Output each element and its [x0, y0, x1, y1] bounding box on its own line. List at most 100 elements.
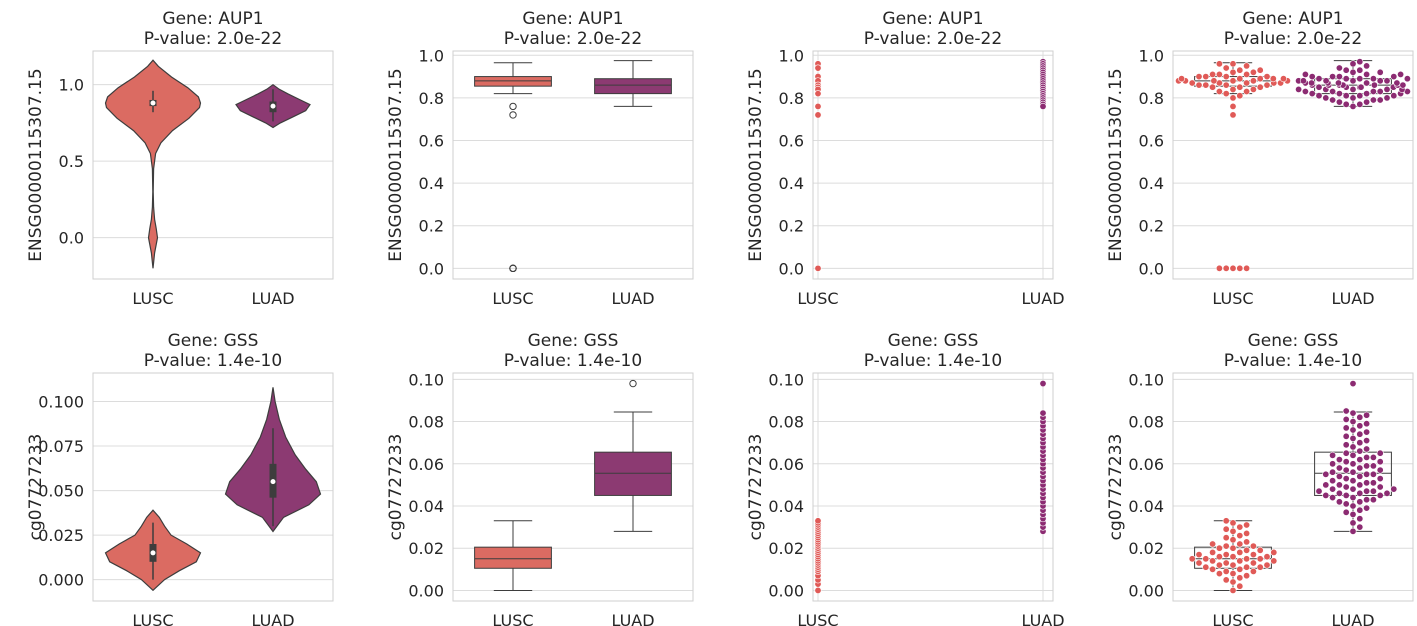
swarm-point	[1336, 473, 1342, 479]
swarm-point	[1178, 76, 1184, 82]
violin-median	[151, 550, 156, 555]
swarm-point	[1230, 579, 1236, 585]
swarm-point	[1336, 99, 1342, 105]
swarm-point	[1316, 76, 1322, 82]
y-axis-label: ENSG00000115307.15	[26, 68, 46, 261]
swarm-point	[1357, 507, 1363, 513]
swarm-point	[1223, 543, 1229, 549]
swarm-point	[1350, 503, 1356, 509]
swarm-point	[1270, 76, 1276, 82]
swarm-point	[1350, 418, 1356, 424]
swarm-point	[1250, 560, 1256, 566]
swarm-point	[1237, 524, 1243, 530]
swarm-point	[1223, 535, 1229, 541]
swarm-point	[1357, 101, 1363, 107]
swarm-point	[1216, 570, 1222, 576]
y-tick-label: 0.08	[768, 413, 804, 432]
swarm-point	[1257, 547, 1263, 553]
swarm-point	[1211, 78, 1217, 84]
swarm-point	[1336, 490, 1342, 496]
swarm-point	[1391, 486, 1397, 492]
x-tick-label: LUAD	[1331, 611, 1374, 626]
x-tick-label: LUAD	[611, 611, 654, 626]
swarm-point	[1391, 93, 1397, 99]
y-axis-label: ENSG00000115307.15	[746, 68, 766, 261]
y-tick-label: 0.4	[419, 174, 444, 193]
swarm-point	[1316, 84, 1322, 90]
swarm-point	[1336, 499, 1342, 505]
swarm-point	[1237, 558, 1243, 564]
swarm-point	[1257, 76, 1263, 82]
swarm-point	[1209, 84, 1215, 90]
swarm-point	[1230, 562, 1236, 568]
swarm-point	[1363, 488, 1369, 494]
y-tick-label: 0.0	[419, 259, 444, 278]
swarm-point	[1384, 95, 1390, 101]
x-tick-label: LUSC	[1212, 611, 1253, 626]
swarm-point	[1237, 575, 1243, 581]
subplot-title-gene: Gene: AUP1	[522, 9, 623, 29]
swarm-point	[1394, 80, 1400, 86]
y-tick-label: 0.8	[419, 89, 444, 108]
swarm-point	[1243, 573, 1249, 579]
swarm-point	[1203, 564, 1209, 570]
swarm-point	[1350, 86, 1356, 92]
swarm-point	[1243, 71, 1249, 77]
strip-point	[815, 265, 821, 271]
y-tick-label: 0.08	[408, 413, 444, 432]
subplot-title-pvalue: P-value: 1.4e-10	[504, 351, 642, 371]
swarm-point	[1250, 86, 1256, 92]
y-tick-label: 0.04	[408, 497, 444, 516]
swarm-point	[1329, 88, 1335, 94]
y-tick-label: 0.6	[1139, 131, 1164, 150]
swarm-point	[1223, 560, 1229, 566]
swarm-point	[1230, 587, 1236, 593]
y-tick-label: 0.06	[1128, 455, 1164, 474]
swarm-point	[1316, 93, 1322, 99]
swarm-point	[1357, 76, 1363, 82]
swarm-point	[1329, 478, 1335, 484]
swarm-point	[1357, 440, 1363, 446]
swarm-point	[1343, 76, 1349, 82]
subplot-title-pvalue: P-value: 2.0e-22	[1224, 29, 1362, 49]
swarm-point	[1237, 84, 1243, 90]
y-axis-label: cg07727233	[26, 434, 46, 541]
swarm-point	[1343, 433, 1349, 439]
swarm-point	[1404, 76, 1410, 82]
swarm-point	[1370, 488, 1376, 494]
swarm-point	[1223, 551, 1229, 557]
subplot-title-gene: Gene: AUP1	[162, 9, 263, 29]
swarm-point	[1243, 265, 1249, 271]
swarm-point	[1329, 494, 1335, 500]
y-tick-label: 0.8	[779, 89, 804, 108]
y-tick-label: 1.0	[779, 46, 804, 65]
violin-median	[151, 101, 156, 106]
swarm-point	[1357, 448, 1363, 454]
strip-point	[815, 518, 821, 524]
swarm-point	[1264, 562, 1270, 568]
swarm-point	[1363, 497, 1369, 503]
swarm-point	[1223, 65, 1229, 71]
x-tick-label: LUAD	[1021, 611, 1064, 626]
swarm-point	[1350, 95, 1356, 101]
swarm-point	[1209, 558, 1215, 564]
swarm-point	[1264, 82, 1270, 88]
swarm-point	[1329, 469, 1335, 475]
swarm-point	[1377, 97, 1383, 103]
swarm-point	[1370, 88, 1376, 94]
swarm-point	[1363, 429, 1369, 435]
swarm-point	[1243, 539, 1249, 545]
swarm-point	[1323, 482, 1329, 488]
y-tick-label: 0.00	[768, 581, 804, 600]
swarm-point	[1336, 73, 1342, 79]
swarm-point	[1363, 471, 1369, 477]
y-axis-label: ENSG00000115307.15	[1106, 68, 1126, 261]
y-tick-label: 0.5	[59, 152, 84, 171]
subplot-title-pvalue: P-value: 2.0e-22	[864, 29, 1002, 49]
swarm-point	[1243, 88, 1249, 94]
y-tick-label: 0.02	[768, 539, 804, 558]
y-axis-label: cg07727233	[386, 434, 406, 541]
swarm-point	[1343, 509, 1349, 515]
y-axis-label: ENSG00000115307.15	[386, 68, 406, 261]
swarm-point	[1230, 570, 1236, 576]
